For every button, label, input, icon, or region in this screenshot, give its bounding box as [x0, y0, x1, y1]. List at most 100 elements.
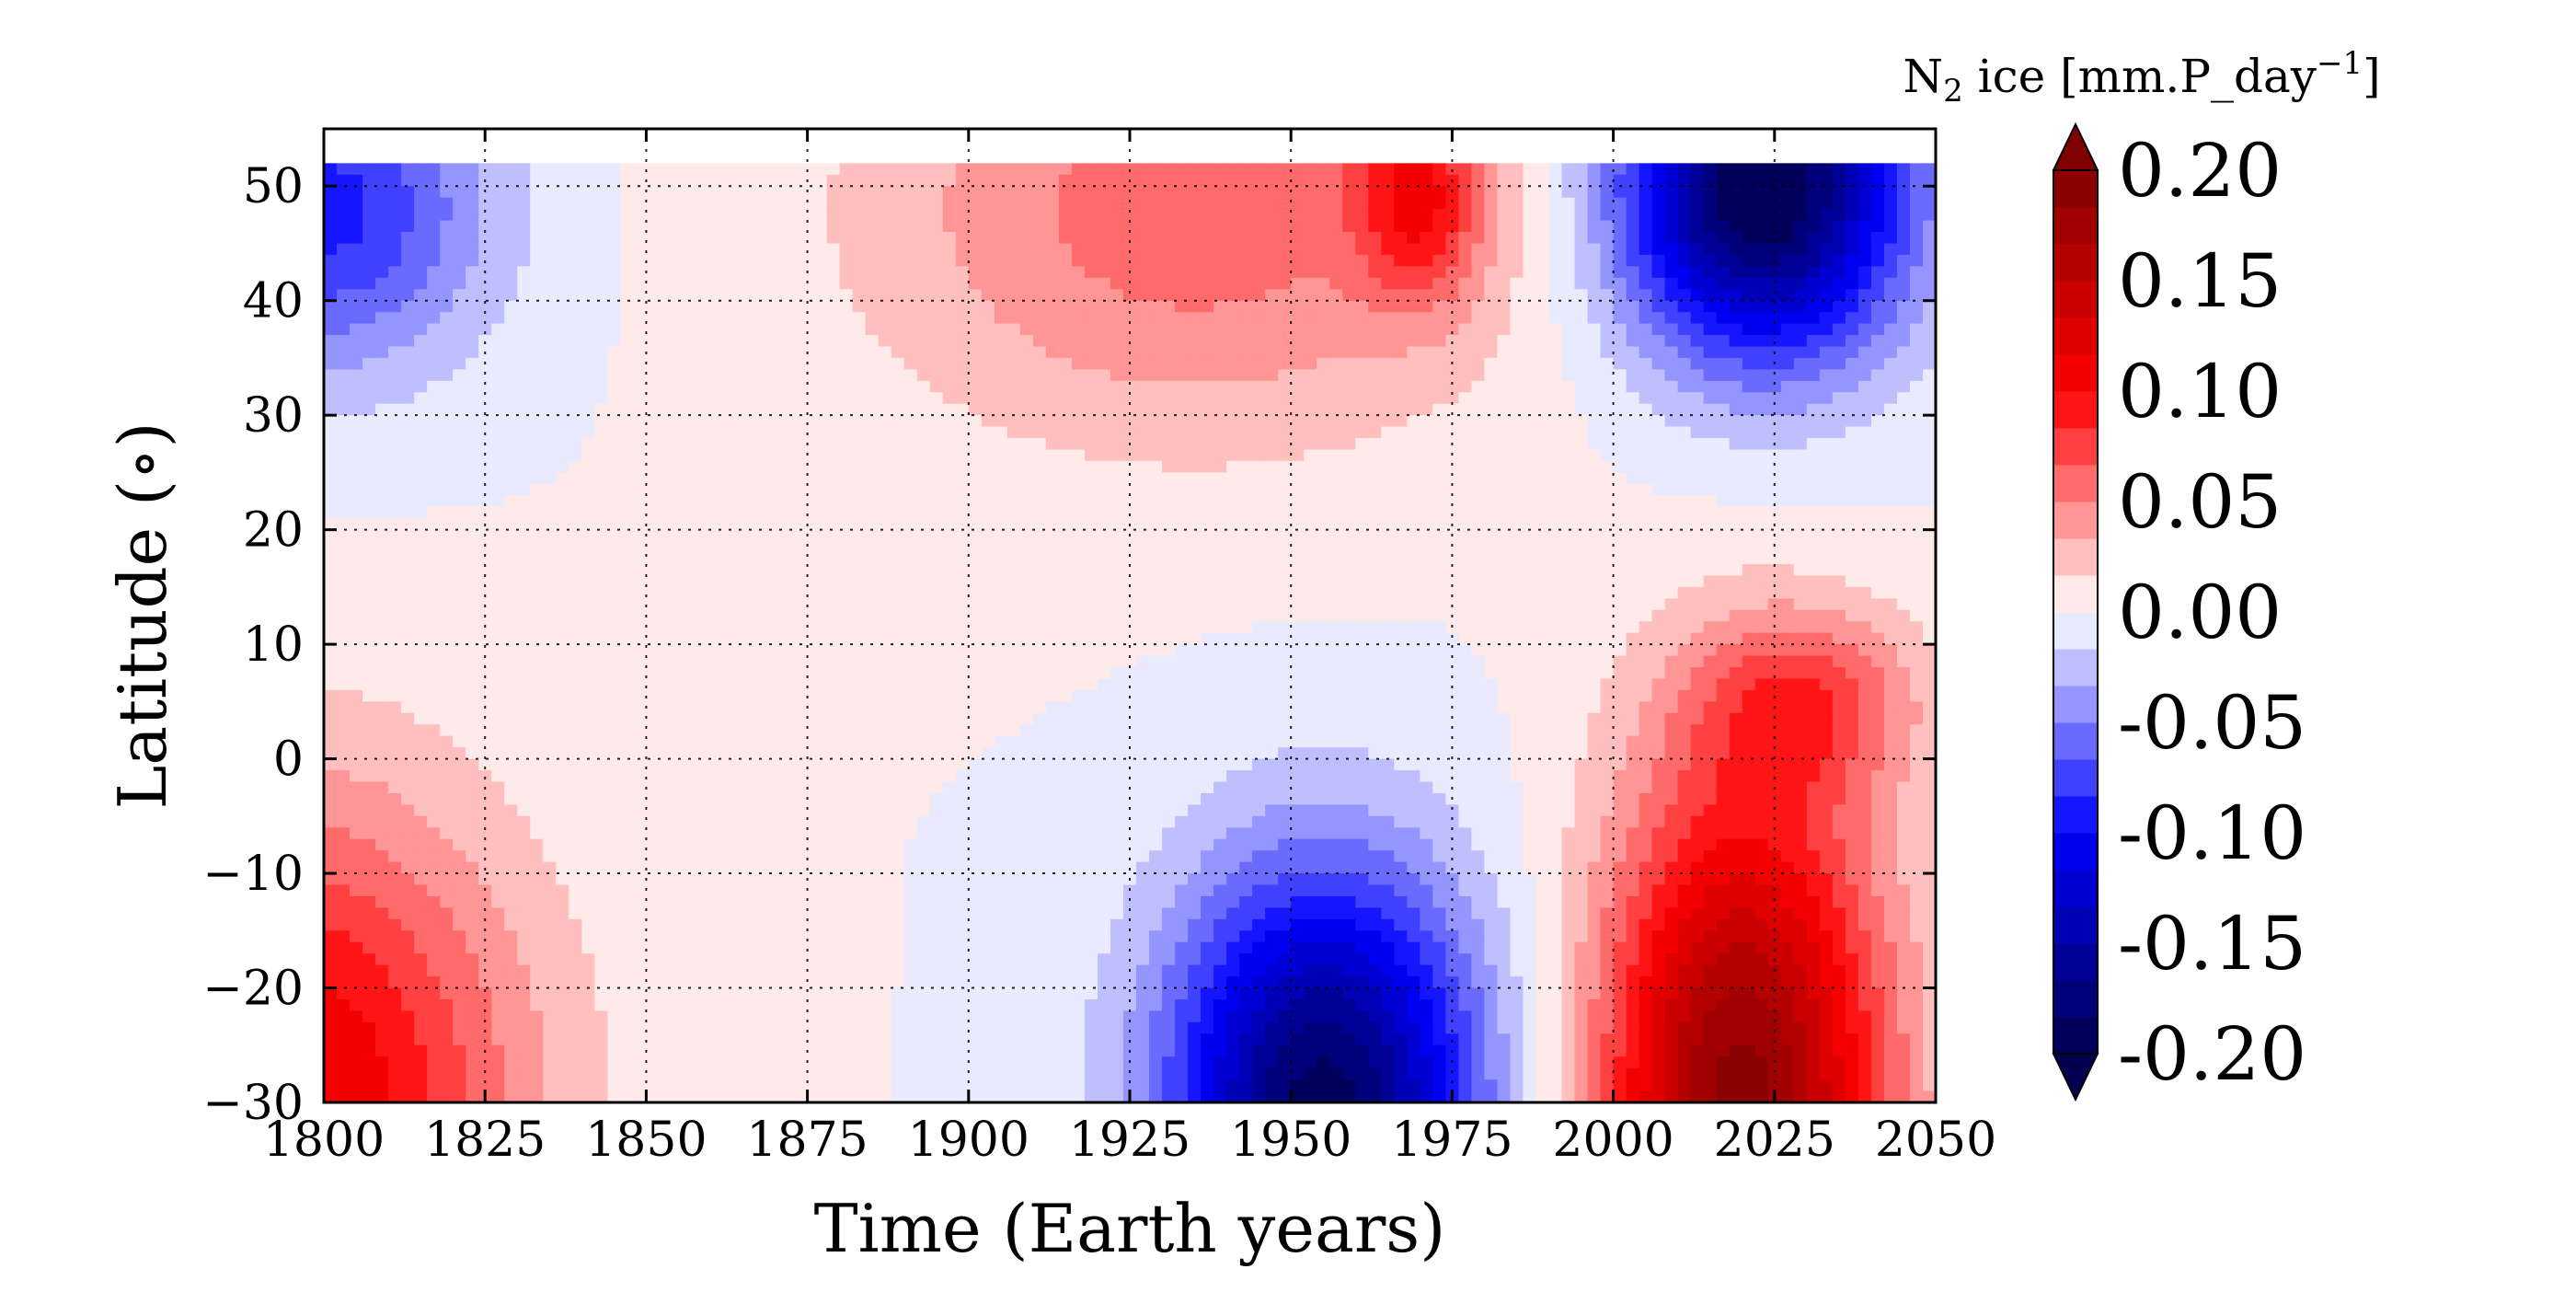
- contour-cell: [504, 243, 518, 256]
- contour-cell: [1071, 163, 1086, 176]
- contour-cell: [401, 472, 415, 485]
- contour-cell: [684, 907, 699, 920]
- contour-cell: [401, 518, 415, 531]
- contour-cell: [646, 426, 661, 439]
- contour-cell: [775, 701, 789, 714]
- contour-cell: [942, 483, 957, 496]
- contour-cell: [981, 163, 995, 176]
- contour-cell: [440, 552, 454, 565]
- contour-cell: [736, 415, 751, 428]
- contour-cell: [684, 918, 699, 931]
- contour-cell: [440, 930, 454, 943]
- contour-cell: [865, 918, 880, 931]
- contour-cell: [414, 380, 428, 393]
- contour-cell: [1019, 495, 1034, 508]
- contour-cell: [594, 667, 608, 680]
- contour-cell: [466, 586, 479, 599]
- contour-cell: [453, 907, 466, 920]
- contour-cell: [375, 827, 389, 840]
- contour-cell: [1045, 518, 1060, 531]
- contour-cell: [878, 724, 892, 737]
- contour-cell: [375, 1021, 389, 1034]
- contour-cell: [684, 735, 699, 748]
- contour-cell: [878, 552, 892, 565]
- contour-cell: [530, 495, 544, 508]
- contour-cell: [1071, 804, 1086, 817]
- contour-cell: [427, 918, 441, 931]
- contour-cell: [1058, 460, 1073, 474]
- contour-cell: [1058, 518, 1073, 531]
- contour-cell: [775, 380, 789, 393]
- contour-cell: [1084, 220, 1098, 233]
- contour-cell: [453, 609, 466, 622]
- contour-cell: [968, 667, 983, 680]
- contour-cell: [543, 346, 557, 359]
- contour-cell: [620, 220, 634, 233]
- contour-cell: [466, 873, 479, 886]
- contour-cell: [569, 758, 582, 771]
- contour-cell: [1084, 575, 1098, 588]
- contour-cell: [788, 1044, 802, 1057]
- contour-cell: [865, 838, 880, 851]
- contour-cell: [491, 1090, 505, 1102]
- contour-cell: [813, 506, 828, 519]
- contour-cell: [646, 918, 661, 931]
- contour-cell: [530, 232, 544, 245]
- contour-cell: [440, 758, 454, 771]
- contour-cell: [1006, 392, 1021, 405]
- contour-cell: [324, 712, 338, 725]
- contour-cell: [878, 598, 892, 611]
- contour-cell: [1019, 747, 1034, 760]
- contour-cell: [594, 220, 608, 233]
- contour-cell: [388, 392, 402, 405]
- contour-cell: [672, 873, 686, 886]
- contour-cell: [375, 300, 389, 313]
- contour-cell: [697, 449, 712, 462]
- contour-cell: [1006, 724, 1021, 737]
- contour-cell: [788, 277, 802, 290]
- contour-cell: [1019, 323, 1034, 336]
- contour-cell: [749, 678, 764, 691]
- contour-cell: [775, 357, 789, 370]
- contour-cell: [427, 861, 441, 874]
- contour-cell: [672, 609, 686, 622]
- contour-cell: [1006, 701, 1021, 714]
- contour-cell: [594, 735, 608, 748]
- contour-cell: [1006, 575, 1021, 588]
- contour-cell: [401, 346, 415, 359]
- contour-cell: [916, 827, 931, 840]
- contour-cell: [813, 632, 828, 645]
- contour-cell: [788, 758, 802, 771]
- contour-cell: [491, 1010, 505, 1023]
- contour-cell: [324, 186, 338, 199]
- contour-cell: [891, 277, 905, 290]
- contour-cell: [530, 209, 544, 222]
- contour-cell: [955, 312, 970, 325]
- contour-cell: [736, 815, 751, 828]
- contour-cell: [1071, 186, 1086, 199]
- contour-cell: [839, 380, 854, 393]
- contour-cell: [324, 804, 338, 817]
- contour-cell: [350, 163, 363, 176]
- contour-cell: [788, 838, 802, 851]
- contour-cell: [633, 987, 647, 1000]
- contour-cell: [916, 758, 931, 771]
- contour-cell: [1084, 987, 1098, 1000]
- contour-cell: [903, 747, 918, 760]
- contour-cell: [607, 712, 621, 725]
- contour-cell: [543, 770, 557, 783]
- contour-cell: [684, 575, 699, 588]
- contour-cell: [1032, 712, 1047, 725]
- contour-cell: [1071, 552, 1086, 565]
- contour-cell: [543, 747, 557, 760]
- contour-cell: [762, 438, 776, 451]
- contour-cell: [491, 655, 505, 668]
- contour-cell: [517, 758, 531, 771]
- contour-cell: [491, 312, 505, 325]
- contour-cell: [710, 323, 725, 336]
- contour-cell: [594, 758, 608, 771]
- contour-cell: [427, 243, 441, 256]
- contour-cell: [672, 964, 686, 977]
- contour-cell: [852, 266, 867, 279]
- contour-cell: [723, 266, 738, 279]
